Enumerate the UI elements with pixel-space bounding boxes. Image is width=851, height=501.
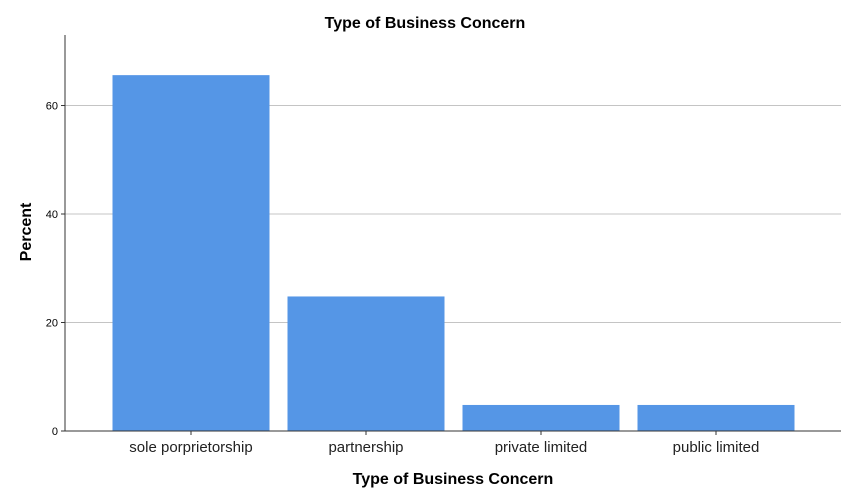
x-axis-title: Type of Business Concern xyxy=(353,471,554,488)
bars xyxy=(112,75,795,432)
y-tick-label: 20 xyxy=(46,318,58,330)
x-tick-label: sole porprietorship xyxy=(129,439,252,456)
bar xyxy=(287,296,445,431)
y-axis-title: Percent xyxy=(18,202,35,261)
y-tick-label: 0 xyxy=(52,426,58,438)
y-tick-label: 40 xyxy=(46,209,58,221)
x-tick-label: private limited xyxy=(495,439,588,456)
y-tick-label: 60 xyxy=(46,101,58,113)
x-tick-label: public limited xyxy=(673,439,760,456)
chart-title: Type of Business Concern xyxy=(325,15,526,32)
x-tick-labels: sole porprietorship partnership private li… xyxy=(129,431,759,456)
bar xyxy=(112,75,270,432)
y-tick-labels: 0 20 40 60 xyxy=(46,101,65,438)
bar xyxy=(637,404,795,431)
bar xyxy=(462,404,620,431)
axes xyxy=(64,35,841,432)
x-tick-label: partnership xyxy=(328,439,403,456)
